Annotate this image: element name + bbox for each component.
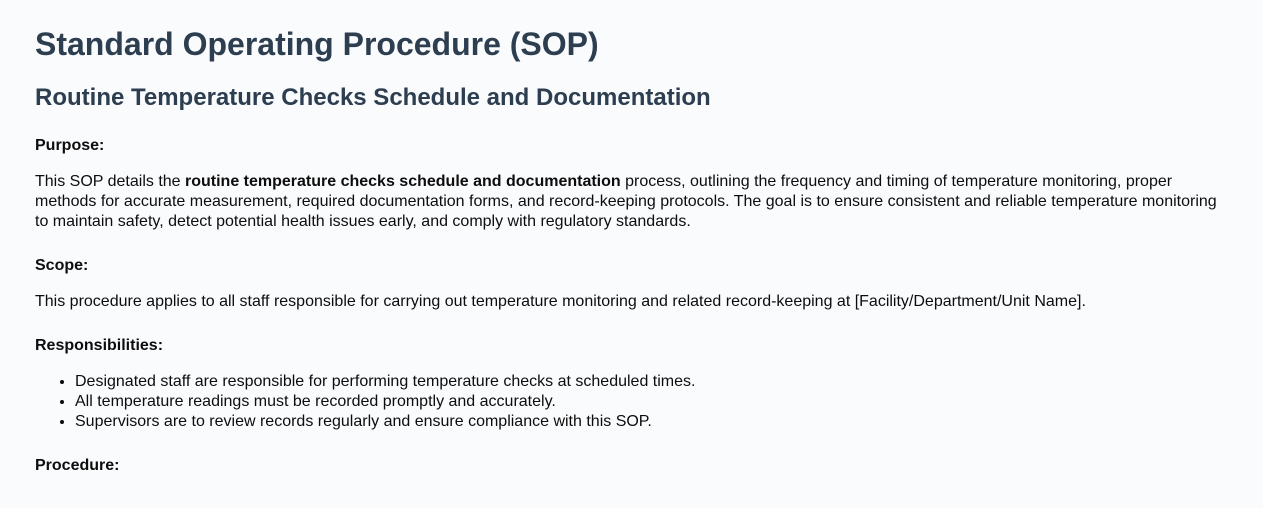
section-label-purpose: Purpose: bbox=[35, 137, 105, 155]
document-subtitle: Routine Temperature Checks Schedule and … bbox=[35, 84, 711, 112]
purpose-bold-phrase: routine temperature checks schedule and … bbox=[185, 173, 621, 191]
purpose-paragraph: This SOP details the routine temperature… bbox=[35, 172, 1228, 232]
section-label-scope: Scope: bbox=[35, 257, 89, 275]
page-title: Standard Operating Procedure (SOP) bbox=[35, 26, 599, 62]
purpose-text-after: process, outlining the frequency and tim… bbox=[35, 173, 1217, 231]
list-item: Supervisors are to review records regula… bbox=[75, 412, 1228, 432]
responsibilities-list: Designated staff are responsible for per… bbox=[35, 372, 1228, 432]
purpose-text-before: This SOP details the bbox=[35, 173, 185, 191]
list-item: Designated staff are responsible for per… bbox=[75, 372, 1228, 392]
scope-paragraph: This procedure applies to all staff resp… bbox=[35, 293, 1086, 311]
section-label-procedure: Procedure: bbox=[35, 457, 120, 475]
list-item: All temperature readings must be recorde… bbox=[75, 392, 1228, 412]
section-label-responsibilities: Responsibilities: bbox=[35, 337, 164, 355]
